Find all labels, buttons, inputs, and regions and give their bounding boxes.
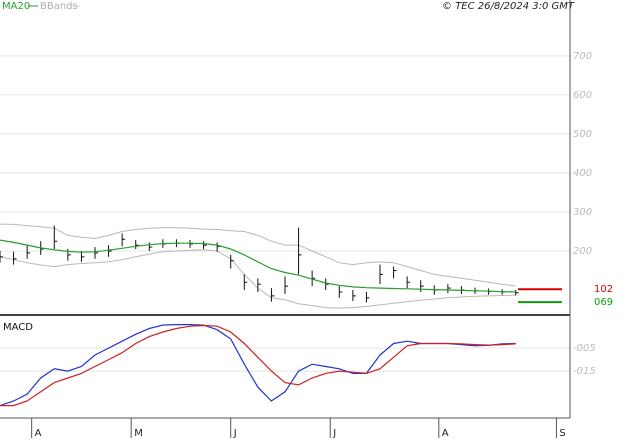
source: © TEC 26/8/2024 3:0 GMT (442, 1, 575, 12)
macd-title: MACD (3, 322, 33, 333)
y-tick-label: -005 (573, 343, 596, 354)
x-tick-label: J (332, 428, 336, 439)
y-tick-label: 700 (573, 51, 592, 62)
bb-upper (0, 223, 516, 287)
y-tick-label: 400 (573, 168, 592, 179)
price-level-label: 069 (594, 297, 613, 308)
y-tick-label: 300 (573, 207, 592, 218)
macd-line (0, 324, 516, 407)
price-level-label: 102 (594, 284, 613, 295)
ma20-line (0, 239, 516, 293)
x-tick-label: A (35, 428, 42, 439)
legend-ma20: MA20 (2, 1, 30, 12)
y-tick-label: 200 (573, 246, 592, 257)
x-tick-label: A (442, 428, 449, 439)
x-tick-label: S (559, 428, 565, 439)
y-tick-label: -015 (573, 366, 596, 377)
x-tick-label: M (134, 428, 143, 439)
x-tick-label: J (233, 428, 237, 439)
y-tick-label: 600 (573, 90, 592, 101)
legend-bbands: BBands (40, 1, 78, 12)
y-tick-label: 500 (573, 129, 592, 140)
